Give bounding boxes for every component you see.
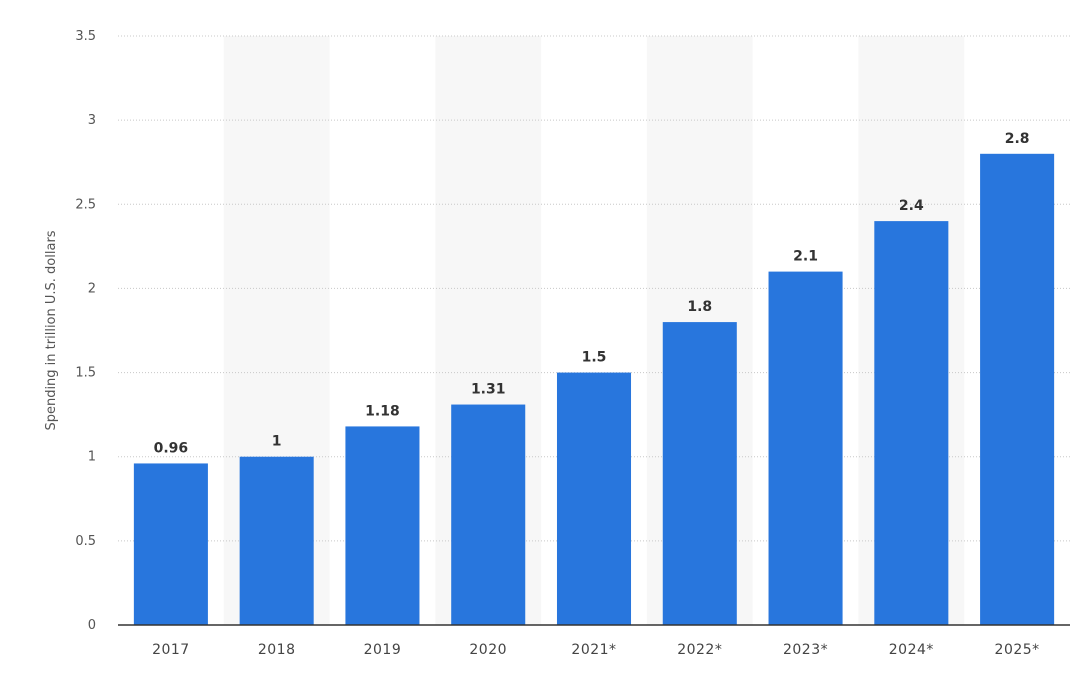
y-tick-label: 3.5 — [75, 29, 96, 44]
x-tick-label: 2024* — [889, 642, 934, 658]
data-label: 1.8 — [687, 299, 712, 315]
data-label: 2.4 — [899, 198, 924, 214]
x-tick-label: 2025* — [995, 642, 1040, 658]
bar — [662, 322, 737, 625]
y-tick-label: 1 — [88, 450, 96, 465]
y-axis-ticks: 0 0.5 1 1.5 2 2.5 3 3.5 — [75, 29, 96, 633]
data-label: 1.31 — [471, 382, 506, 398]
y-tick-label: 1.5 — [75, 366, 96, 381]
data-label: 1 — [272, 434, 282, 450]
x-tick-label: 2021* — [571, 642, 616, 658]
y-axis-label: Spending in trillion U.S. dollars — [44, 230, 59, 430]
y-tick-label: 0.5 — [75, 534, 96, 549]
bar — [556, 372, 632, 625]
bar — [451, 404, 526, 625]
bar — [980, 153, 1055, 626]
x-tick-label: 2020 — [469, 642, 507, 658]
bar — [345, 426, 420, 625]
data-label: 2.8 — [1005, 131, 1030, 147]
data-label: 0.96 — [154, 440, 189, 456]
data-label: 1.5 — [582, 350, 607, 366]
y-tick-label: 2.5 — [75, 197, 96, 212]
data-labels: 0.96 1 1.18 1.31 1.5 1.8 2.1 2.4 2.8 — [154, 131, 1030, 457]
bar — [239, 456, 314, 625]
x-tick-label: 2023* — [783, 642, 828, 658]
x-tick-label: 2017 — [152, 642, 190, 658]
y-tick-label: 2 — [88, 281, 96, 296]
data-label: 2.1 — [793, 249, 818, 265]
bar — [874, 221, 949, 625]
bar — [133, 463, 208, 625]
x-axis-ticks: 2017 2018 2019 2020 2021* 2022* 2023* 2024* 2025… — [152, 642, 1040, 658]
x-tick-label: 2019 — [364, 642, 402, 658]
x-tick-label: 2018 — [258, 642, 296, 658]
bar — [768, 271, 843, 625]
y-tick-label: 3 — [88, 113, 96, 128]
y-tick-label: 0 — [88, 618, 96, 633]
bars — [133, 153, 1055, 626]
data-label: 1.18 — [365, 403, 400, 419]
x-tick-label: 2022* — [677, 642, 722, 658]
